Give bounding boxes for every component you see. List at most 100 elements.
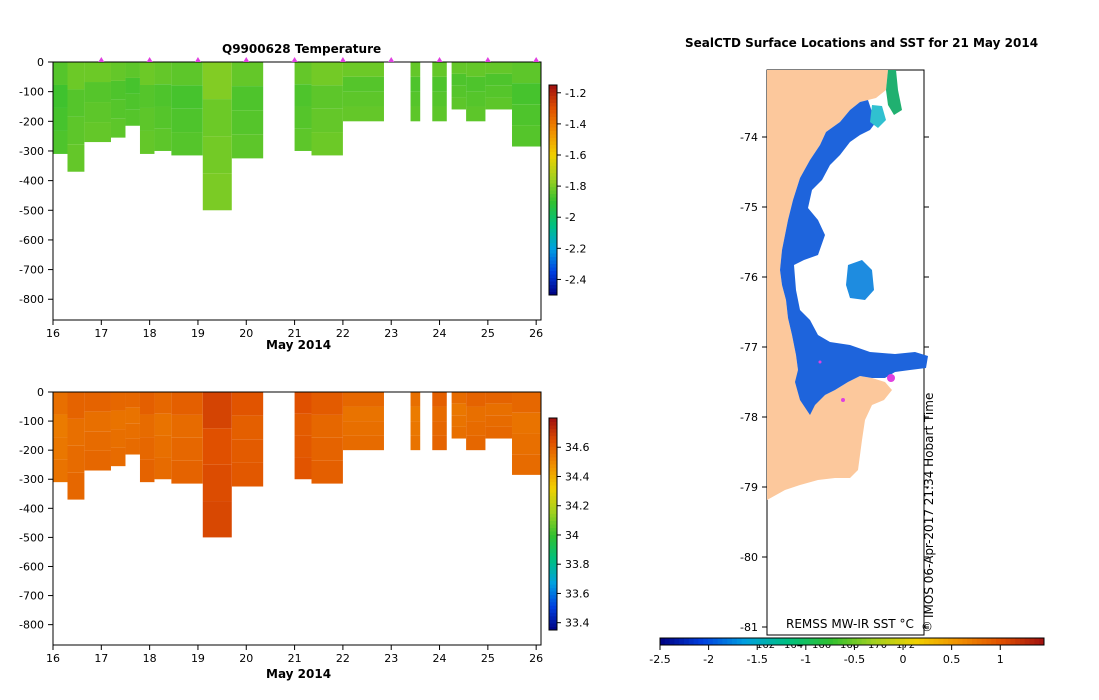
colorbar-segment [549,520,557,525]
colorbar-segment [549,485,557,490]
profile-cell [294,392,312,414]
profile-cell [485,415,513,427]
colorbar-label: -2.2 [565,242,586,255]
colorbar-segment [549,471,557,476]
profile-cell [311,62,343,86]
profile-cell [512,62,541,84]
colorbar-segment [549,598,557,603]
colorbar-segment [549,221,557,226]
colorbar-segment [549,214,557,219]
sst-colorbar-segment [823,638,829,645]
colorbar-segment [549,428,557,433]
colorbar-segment [549,548,557,553]
seal-location-marker [887,374,895,382]
colorbar-segment [549,106,557,110]
credit-text: IMOS 06-Apr-2017 21:34 Hobart Time [922,392,936,618]
profile-cell [171,132,203,156]
colorbar-segment [549,260,557,264]
colorbar-segment [549,608,557,613]
sst-colorbar-segment [775,638,781,645]
profile-cell [67,472,85,500]
x-tick-label: 17 [94,327,108,340]
sst-colorbar-segment [1020,638,1026,645]
colorbar-segment [549,288,557,292]
y-tick-label: -400 [19,175,44,188]
colorbar-segment [549,99,557,103]
y-tick-label: -400 [19,502,44,515]
colorbar-segment [549,116,557,121]
sst-colorbar-segment [842,638,848,645]
surface-marker [146,57,153,62]
profile-cell [139,107,155,131]
colorbar-segment [549,109,557,114]
colorbar-segment [549,141,557,145]
profile-cell [451,426,467,439]
y-tick-label: -700 [19,264,44,277]
profile-cell [84,62,111,83]
profile-cell [342,106,384,122]
profile-cell [466,435,486,451]
sst-colorbar-segment [924,638,930,645]
colorbar-segment [549,88,557,93]
profile-cell [171,392,203,415]
surface-marker [484,57,491,62]
copyright-symbol: © [921,620,933,634]
colorbar-segment [549,242,557,247]
profile-cell [512,83,541,105]
profile-cell [512,454,541,475]
sst-colorbar-segment [722,638,728,645]
sst-colorbar-segment [943,638,949,645]
colorbar-segment [549,158,557,163]
sst-colorbar-segment [717,638,723,645]
colorbar-segment [549,274,557,278]
x-tick-label: 23 [384,327,398,340]
x-tick-label: 16 [46,652,60,665]
profile-cell [342,421,384,436]
profile-cell [202,136,232,174]
sst-colorbar-segment [1029,638,1035,645]
sst-colorbar-segment [1039,638,1045,645]
profile-cell [231,462,264,487]
sst-colorbar-segment [1000,638,1007,645]
profile-cell [154,435,172,458]
sst-colorbar-segment [794,638,800,645]
x-tick-label: 25 [481,327,495,340]
sst-colorbar-segment [832,638,839,645]
sst-colorbar-label: 0 [900,653,907,666]
profile-cell [110,392,126,411]
surface-marker [436,57,443,62]
colorbar-segment [549,439,557,444]
colorbar-segment [549,538,557,543]
top-chart-xlabel: May 2014 [266,338,332,352]
sst-island-patch [846,260,874,300]
colorbar-segment [549,162,557,166]
profile-cell [410,76,421,92]
colorbar-segment [549,193,557,198]
sst-colorbar-label: -0.5 [844,653,865,666]
profile-cell [139,459,155,483]
profile-cell [342,62,384,77]
colorbar-segment [549,95,557,100]
sst-colorbar-segment [765,638,771,645]
x-tick-label: 25 [481,652,495,665]
colorbar-segment [549,281,557,285]
colorbar-segment [549,513,557,518]
colorbar-segment [549,615,557,620]
profile-cell [139,414,155,438]
temperature-chart: 16 17 18 19 20 21 22 23 24 25 26 0 -100 -200 -300 -400 -… [19,56,586,340]
profile-cell [139,130,155,154]
colorbar-segment [549,559,557,564]
lat-label: -76 [740,271,758,284]
x-tick-label: 21 [288,327,302,340]
sst-colorbar-segment [674,638,680,645]
x-tick-label: 19 [191,652,205,665]
x-tick-label: 24 [433,327,447,340]
profile-cell [154,457,172,480]
sst-colorbar-segment [904,638,911,645]
profile-cell [53,84,68,108]
sst-colorbar-segment [890,638,896,645]
surface-marker [533,57,540,62]
y-tick-label: -700 [19,590,44,603]
colorbar-segment [549,148,557,152]
profile-cell [410,91,421,107]
